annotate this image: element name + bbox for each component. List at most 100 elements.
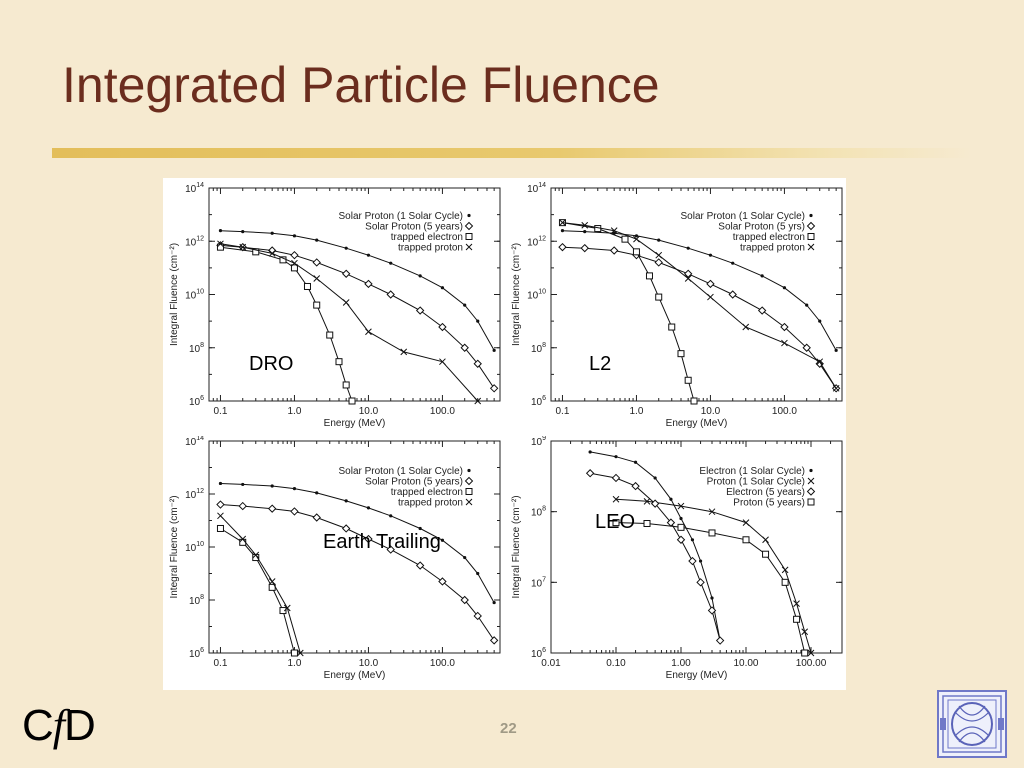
y-tick-label: 1014 (527, 182, 546, 195)
y-axis-label: Integral Fluence (cm⁻²) (511, 243, 522, 346)
y-tick-label: 106 (189, 395, 204, 408)
data-point-cross (612, 495, 620, 503)
data-point-dot (669, 497, 673, 501)
data-point-dot (710, 596, 714, 600)
data-point-dot (218, 229, 223, 233)
data-point-dot (782, 286, 787, 290)
data-point-square (303, 282, 311, 290)
data-point-dot (492, 348, 496, 352)
series-square (612, 519, 809, 657)
series-dot (218, 481, 496, 605)
legend-entry-label: Electron (1 Solar Cycle) (699, 466, 805, 477)
data-point-dot (476, 319, 480, 323)
data-point-diamond (415, 561, 425, 570)
chart-panel-dro: 0.1 1.0 10.0 100.0 1014 1012 1010 108 106 Energy … (169, 182, 501, 429)
data-point-diamond (473, 611, 482, 621)
series-diamond (585, 469, 725, 645)
data-point-diamond (706, 279, 715, 289)
data-point-dot (708, 253, 713, 257)
data-point-dot (653, 476, 657, 480)
y-tick-label: 1010 (185, 289, 204, 302)
data-point-diamond (631, 481, 640, 491)
data-point-square (807, 233, 815, 240)
x-axis-label: Energy (MeV) (666, 670, 728, 681)
data-point-dot (467, 468, 471, 473)
y-tick-label: 1012 (527, 235, 546, 248)
x-tick-label: 0.01 (541, 658, 561, 669)
data-point-diamond (473, 359, 482, 368)
data-point-cross (439, 358, 446, 366)
data-point-diamond (312, 258, 321, 267)
data-point-dot (809, 213, 813, 218)
data-point-dot (809, 468, 813, 473)
data-point-dot (731, 261, 735, 265)
y-tick-label: 1012 (185, 488, 204, 501)
x-axis-label: Energy (MeV) (666, 418, 728, 429)
data-point-dot (218, 481, 223, 486)
data-point-square (465, 233, 473, 240)
data-point-diamond (683, 269, 693, 278)
data-point-diamond (216, 500, 225, 509)
data-point-diamond (464, 221, 474, 231)
data-point-cross (610, 227, 618, 235)
data-point-diamond (707, 606, 717, 615)
data-point-dot (418, 526, 422, 531)
legend-entry-label: trapped electron (733, 232, 805, 243)
data-point-square (279, 607, 287, 615)
series-square (216, 524, 298, 657)
data-point-dot (292, 486, 297, 491)
data-point-cross (239, 535, 247, 543)
y-axis-label: Integral Fluence (cm⁻²) (511, 495, 522, 598)
data-point-cross (707, 293, 714, 301)
data-point-diamond (609, 246, 619, 255)
x-tick-label: 100.00 (796, 658, 827, 669)
data-point-cross (807, 649, 815, 657)
data-point-diamond (464, 476, 474, 486)
data-point-cross (268, 578, 276, 585)
data-point-square (216, 243, 224, 251)
data-point-cross (465, 498, 473, 506)
data-point-dot (686, 246, 690, 250)
data-point-dot (344, 499, 348, 503)
data-point-dot (366, 506, 371, 510)
data-point-dot (344, 246, 348, 250)
legend-entry-label: Solar Proton (1 Solar Cycle) (681, 211, 806, 222)
chart-panel-l2: 0.1 1.0 10.0 100.0 1014 1012 1010 108 106 Energy … (511, 182, 843, 429)
data-point-diamond (438, 577, 447, 586)
page-number: 22 (500, 720, 517, 737)
series-line (220, 243, 479, 402)
data-point-square (690, 397, 698, 405)
legend-entry-label: trapped proton (740, 243, 805, 254)
data-point-dot (834, 348, 838, 352)
x-tick-label: 0.1 (214, 658, 228, 669)
data-point-dot (657, 238, 661, 242)
data-point-cross (291, 259, 298, 267)
data-point-dot (690, 538, 695, 542)
data-point-dot (270, 231, 274, 235)
data-point-square (677, 523, 685, 531)
series-dot (588, 450, 722, 643)
y-tick-label: 1014 (185, 436, 204, 448)
panel-name-label: LEO (595, 511, 635, 533)
y-tick-label: 1010 (527, 289, 546, 302)
slide-title: Integrated Particle Fluence (62, 57, 660, 113)
data-point-diamond (580, 243, 589, 253)
data-point-dot (633, 460, 638, 464)
legend-entry-label: trapped electron (391, 232, 463, 243)
data-point-dot (467, 213, 471, 218)
data-point-diamond (312, 513, 321, 522)
data-point-diamond (688, 556, 697, 566)
data-point-diamond (611, 473, 621, 483)
y-tick-label: 106 (531, 647, 546, 660)
series-cross (217, 240, 482, 405)
data-point-diamond (386, 545, 395, 554)
data-point-dot (492, 600, 496, 605)
data-point-square (643, 520, 651, 528)
institution-emblem-icon (937, 690, 1007, 758)
x-axis-label: Energy (MeV) (324, 418, 386, 429)
data-point-dot (315, 238, 319, 242)
series-line (615, 498, 812, 654)
data-point-square (762, 550, 770, 558)
data-point-cross (793, 600, 800, 607)
series-line (590, 472, 721, 641)
